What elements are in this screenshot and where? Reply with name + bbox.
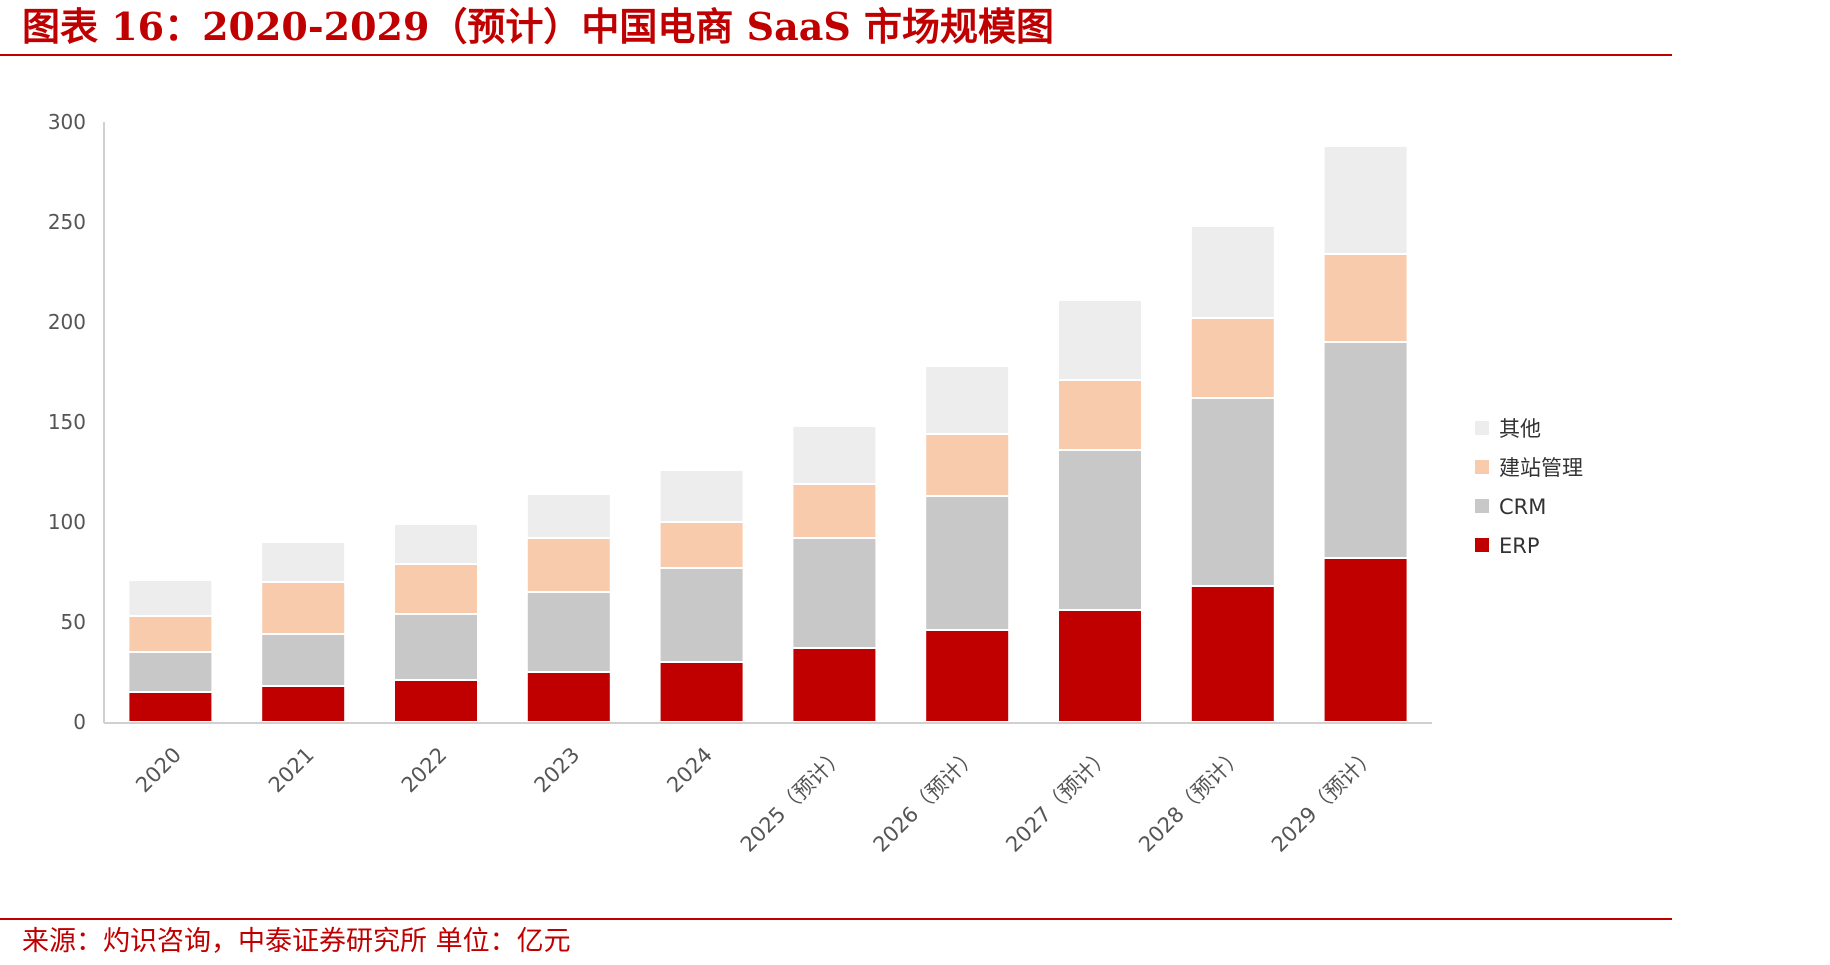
bar-segment-建站管理-2020 — [127, 615, 214, 653]
x-tick-label: 2023 — [530, 743, 585, 798]
bar-segment-ERP-2029（预计） — [1322, 557, 1409, 723]
bar-segment-ERP-2028（预计） — [1189, 585, 1276, 723]
bar-segment-其他-2023 — [525, 493, 612, 539]
bar-segment-其他-2027（预计） — [1057, 299, 1143, 381]
x-tick-label: 2020 — [131, 743, 186, 798]
y-tick-label: 150 — [48, 410, 86, 434]
legend-label-CRM: CRM — [1499, 495, 1546, 519]
bar-segment-CRM-2025（预计） — [791, 537, 878, 649]
y-tick-label: 100 — [48, 510, 86, 534]
bar-segment-ERP-2022 — [393, 679, 479, 723]
footer-divider — [0, 918, 1672, 920]
bar-segment-ERP-2027（预计） — [1057, 609, 1143, 723]
legend-label-其他: 其他 — [1499, 417, 1541, 441]
bar-segment-ERP-2024 — [658, 661, 745, 723]
bars — [127, 145, 1409, 723]
bar-segment-其他-2029（预计） — [1322, 145, 1409, 255]
bar-segment-CRM-2024 — [658, 567, 745, 663]
bar-segment-CRM-2020 — [127, 651, 214, 693]
bar-segment-CRM-2021 — [260, 633, 347, 687]
bar-segment-建站管理-2022 — [393, 563, 479, 615]
y-tick-label: 300 — [48, 110, 86, 134]
bar-segment-CRM-2029（预计） — [1322, 341, 1409, 559]
bar-segment-建站管理-2021 — [260, 581, 347, 635]
bar-segment-ERP-2026（预计） — [924, 629, 1011, 723]
bar-segment-建站管理-2025（预计） — [791, 483, 878, 539]
y-tick-label: 200 — [48, 310, 86, 334]
bar-segment-其他-2024 — [658, 469, 745, 523]
bar-segment-CRM-2028（预计） — [1189, 397, 1276, 587]
bar-segment-建站管理-2027（预计） — [1057, 379, 1143, 451]
legend-label-建站管理: 建站管理 — [1499, 456, 1583, 480]
x-tick-label: 2024 — [662, 743, 717, 798]
bar-segment-其他-2028（预计） — [1189, 225, 1276, 319]
x-axis: 2020 2021 2022 2023 2024 2025（预计） 2026（预计） 2027… — [104, 722, 1432, 857]
y-axis: 0 50 100 150 200 250 300 — [48, 110, 105, 734]
legend-swatch-ERP — [1475, 538, 1489, 552]
x-tick-label: 2026（预计） — [869, 743, 983, 857]
legend-swatch-CRM — [1475, 499, 1489, 513]
bar-segment-CRM-2027（预计） — [1057, 449, 1143, 611]
legend-label-ERP: ERP — [1499, 534, 1540, 558]
bar-segment-ERP-2023 — [525, 671, 612, 723]
x-tick-label: 2022 — [397, 743, 452, 798]
y-tick-label: 0 — [73, 710, 86, 734]
bar-segment-ERP-2025（预计） — [791, 647, 878, 723]
bar-segment-CRM-2022 — [393, 613, 479, 681]
bar-segment-建站管理-2029（预计） — [1322, 253, 1409, 343]
title-divider — [0, 54, 1672, 56]
bar-segment-其他-2021 — [260, 541, 347, 583]
x-tick-label: 2029（预计） — [1267, 743, 1381, 857]
y-tick-label: 50 — [61, 610, 86, 634]
x-tick-label: 2027（预计） — [1001, 743, 1115, 857]
bar-segment-其他-2026（预计） — [924, 365, 1011, 435]
legend-swatch-其他 — [1475, 421, 1489, 435]
bar-segment-建站管理-2026（预计） — [924, 433, 1011, 497]
bar-segment-ERP-2021 — [260, 685, 347, 723]
x-tick-label: 2025（预计） — [736, 743, 850, 857]
bar-segment-其他-2025（预计） — [791, 425, 878, 485]
bar-segment-建站管理-2023 — [525, 537, 612, 593]
x-tick-label: 2028（预计） — [1134, 743, 1248, 857]
bar-segment-建站管理-2028（预计） — [1189, 317, 1276, 399]
y-tick-label: 250 — [48, 210, 86, 234]
bar-segment-其他-2022 — [393, 523, 479, 565]
legend-swatch-建站管理 — [1475, 460, 1489, 474]
bar-segment-建站管理-2024 — [658, 521, 745, 569]
bar-segment-CRM-2023 — [525, 591, 612, 673]
x-tick-label: 2021 — [264, 743, 319, 798]
bar-segment-CRM-2026（预计） — [924, 495, 1011, 631]
bar-segment-其他-2020 — [127, 579, 214, 617]
figure-title: 图表 16：2020-2029（预计）中国电商 SaaS 市场规模图 — [22, 4, 1054, 49]
bar-segment-ERP-2020 — [127, 691, 214, 723]
source-note: 来源：灼识咨询，中泰证券研究所 单位：亿元 — [22, 926, 571, 957]
